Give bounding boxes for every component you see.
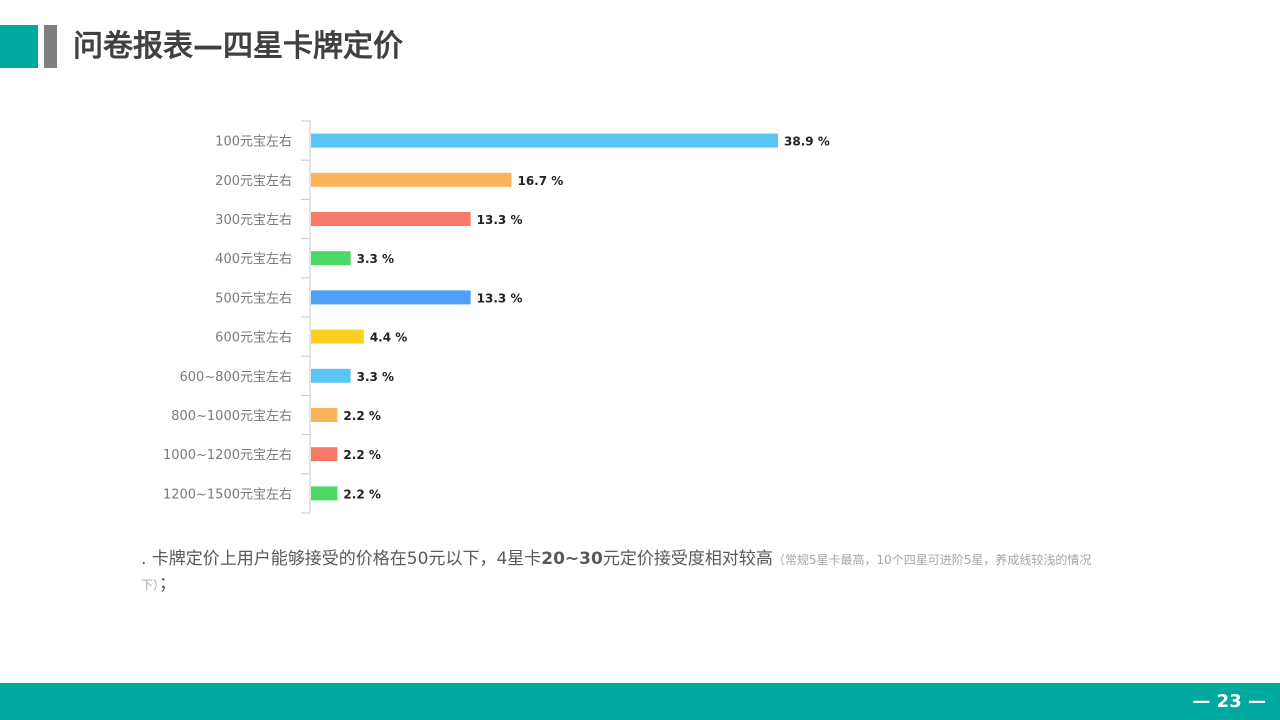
value-label: 3.3 % bbox=[357, 370, 394, 384]
page-title: 问卷报表—四星卡牌定价 bbox=[73, 29, 403, 64]
value-label: 13.3 % bbox=[477, 213, 523, 227]
bar bbox=[311, 368, 351, 383]
category-label: 500元宝左右 bbox=[215, 291, 292, 306]
note-suffix: 元定价接受度相对较高 bbox=[602, 549, 773, 569]
value-label: 16.7 % bbox=[517, 174, 563, 188]
bar bbox=[311, 486, 338, 501]
value-label: 4.4 % bbox=[370, 331, 407, 345]
bar bbox=[311, 329, 364, 344]
title-accent-block bbox=[0, 25, 38, 68]
value-label: 2.2 % bbox=[343, 448, 380, 462]
bar bbox=[311, 447, 338, 462]
bar bbox=[311, 408, 338, 422]
category-label: 300元宝左右 bbox=[215, 213, 292, 228]
title-marker-block bbox=[44, 25, 57, 68]
value-label: 2.2 % bbox=[343, 487, 380, 501]
bar bbox=[311, 290, 471, 305]
category-label: 800~1000元宝左右 bbox=[171, 409, 292, 424]
note-detail: （常规5星卡最高，10个四星可进阶5星，养成线较浅的情况下） bbox=[141, 553, 1092, 592]
category-label: 100元宝左右 bbox=[215, 135, 292, 150]
category-label: 1200~1500元宝左右 bbox=[163, 487, 292, 502]
bar bbox=[311, 172, 512, 187]
summary-note: . 卡牌定价上用户能够接受的价格在50元以下，4星卡20~30元定价接受度相对较… bbox=[141, 547, 1101, 597]
bar bbox=[311, 251, 351, 266]
footer-bar: — 23 — bbox=[0, 683, 1280, 720]
value-label: 38.9 % bbox=[784, 135, 830, 149]
bar-chart: 100元宝左右 38.9 % 200元宝左右 16.7 % 300元宝左右 13.3 % 4… bbox=[163, 120, 830, 514]
category-label: 600~800元宝左右 bbox=[179, 370, 292, 385]
bar bbox=[311, 212, 471, 226]
category-label: 1000~1200元宝左右 bbox=[163, 448, 292, 463]
value-label: 13.3 % bbox=[477, 291, 523, 305]
note-end: ； bbox=[159, 574, 177, 594]
note-price-range: 20~30 bbox=[541, 549, 603, 569]
page-number: — 23 — bbox=[1192, 691, 1266, 712]
note-prefix: . 卡牌定价上用户能够接受的价格在50元以下，4星卡 bbox=[141, 549, 542, 569]
category-label: 400元宝左右 bbox=[215, 252, 292, 267]
value-label: 2.2 % bbox=[343, 409, 380, 423]
bar bbox=[311, 133, 778, 148]
value-label: 3.3 % bbox=[357, 252, 394, 266]
category-label: 600元宝左右 bbox=[215, 331, 292, 346]
category-label: 200元宝左右 bbox=[215, 174, 292, 189]
